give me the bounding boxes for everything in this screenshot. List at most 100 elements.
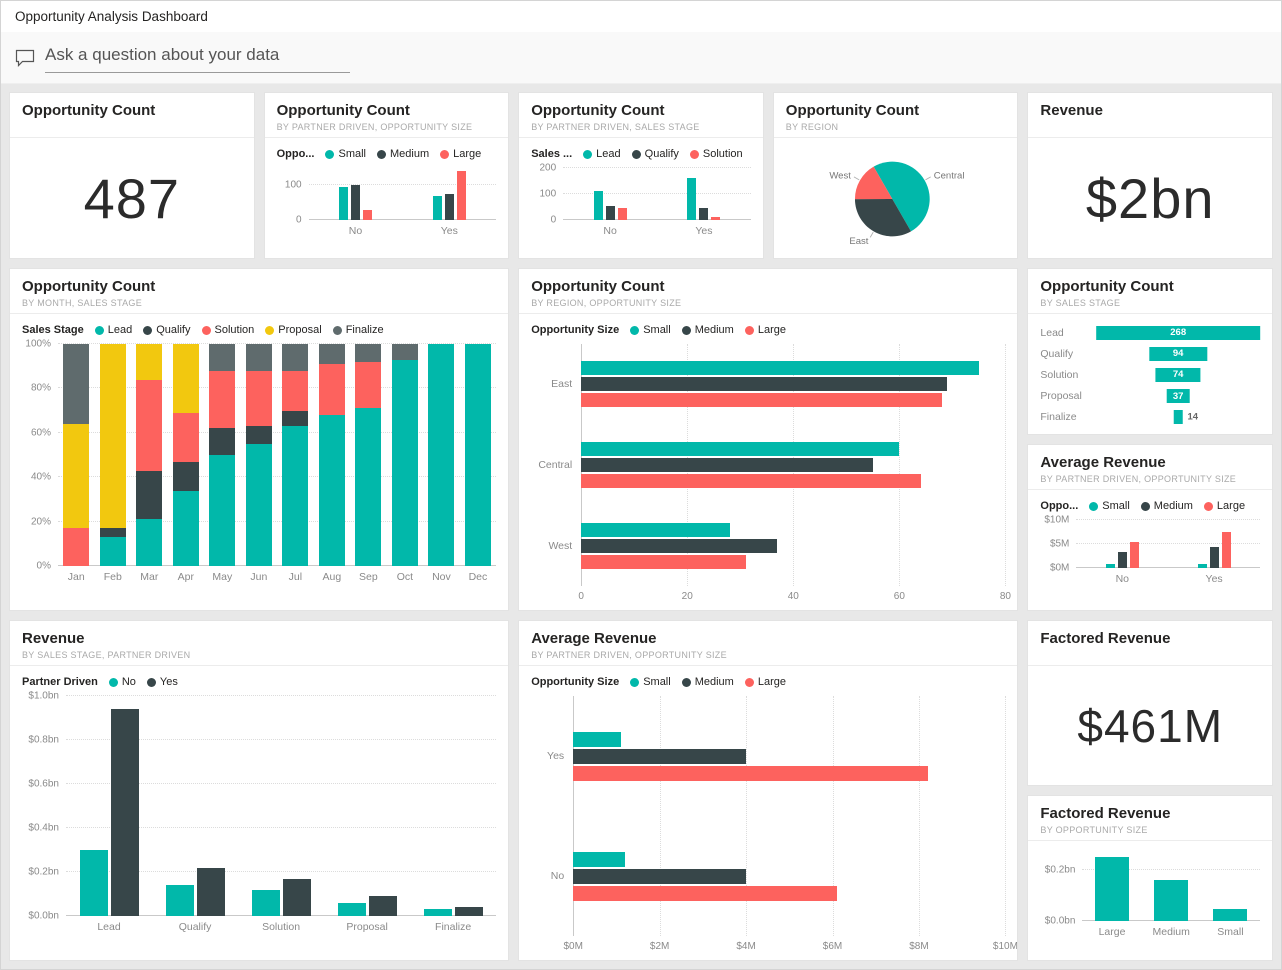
- bar[interactable]: [282, 878, 311, 916]
- bar[interactable]: 268: [1096, 325, 1260, 340]
- stacked-column[interactable]: [99, 344, 126, 566]
- legend-item[interactable]: Qualify: [143, 324, 191, 336]
- bar-segment[interactable]: [245, 426, 272, 444]
- legend-item[interactable]: Lead: [583, 148, 621, 160]
- bar[interactable]: [1129, 542, 1139, 568]
- bar[interactable]: [711, 216, 721, 220]
- tile-factored-revenue-card[interactable]: Factored Revenue $461M: [1027, 620, 1273, 786]
- bar[interactable]: [350, 185, 360, 220]
- stacked-column[interactable]: [464, 344, 491, 566]
- bar[interactable]: 37: [1166, 389, 1190, 404]
- tile-count-by-partner-size[interactable]: Opportunity Count BY PARTNER DRIVEN, OPP…: [263, 92, 510, 259]
- bar[interactable]: [432, 195, 442, 220]
- bar-segment[interactable]: [282, 370, 309, 411]
- legend-item[interactable]: Small: [1089, 500, 1130, 512]
- bar-segment[interactable]: [355, 361, 382, 409]
- bar-segment[interactable]: [136, 519, 163, 566]
- bar[interactable]: [617, 208, 627, 220]
- legend-item[interactable]: Finalize: [332, 324, 384, 336]
- legend-item[interactable]: Lead: [94, 324, 132, 336]
- bar[interactable]: [368, 896, 397, 916]
- legend-item[interactable]: Small: [325, 148, 366, 160]
- legend-item[interactable]: Yes: [146, 676, 178, 688]
- bar[interactable]: [581, 441, 900, 456]
- bar-chart-body[interactable]: Opportunity Size Small Medium Large East Cent…: [519, 314, 1017, 610]
- tile-count-by-sales-stage-funnel[interactable]: Opportunity Count BY SALES STAGE Lead 268…: [1027, 268, 1273, 435]
- bar[interactable]: [1173, 410, 1183, 425]
- bar[interactable]: [1094, 856, 1129, 921]
- legend-item[interactable]: Large: [744, 324, 786, 336]
- bar-segment[interactable]: [245, 344, 272, 371]
- bar[interactable]: [573, 765, 928, 781]
- bar-segment[interactable]: [355, 344, 382, 362]
- bar[interactable]: [605, 205, 615, 220]
- bar-segment[interactable]: [245, 443, 272, 566]
- bar[interactable]: [593, 191, 603, 220]
- legend-item[interactable]: Qualify: [631, 148, 679, 160]
- stacked-column-chart-body[interactable]: Sales Stage Lead Qualify Solution Proposal Fi…: [10, 314, 508, 610]
- legend-item[interactable]: Large: [744, 676, 786, 688]
- bar[interactable]: [573, 748, 747, 764]
- stacked-column[interactable]: [245, 344, 272, 566]
- bar[interactable]: [573, 851, 626, 867]
- legend-item[interactable]: Large: [440, 148, 481, 160]
- stacked-column[interactable]: [282, 344, 309, 566]
- bar[interactable]: [1197, 563, 1207, 568]
- bar-segment[interactable]: [428, 344, 455, 566]
- stacked-column[interactable]: [428, 344, 455, 566]
- legend-item[interactable]: Solution: [201, 324, 254, 336]
- bar-segment[interactable]: [63, 528, 90, 566]
- bar[interactable]: [338, 187, 348, 220]
- pie-slice-east[interactable]: [854, 199, 911, 237]
- bar-segment[interactable]: [99, 344, 126, 529]
- bar[interactable]: [362, 209, 372, 220]
- bar-segment[interactable]: [355, 408, 382, 566]
- bar-segment[interactable]: [209, 344, 236, 371]
- bar-segment[interactable]: [99, 537, 126, 566]
- column-chart-body[interactable]: Oppo... Small Medium Large 0 100 No Yes: [265, 138, 509, 258]
- bar[interactable]: [1105, 563, 1115, 568]
- bar[interactable]: 74: [1155, 367, 1201, 382]
- bar[interactable]: [581, 361, 979, 376]
- column-chart-body[interactable]: Partner Driven No Yes $0.0bn $0.2bn $0.4bn $0.…: [10, 666, 508, 960]
- tile-average-revenue-large[interactable]: Average Revenue BY PARTNER DRIVEN, OPPOR…: [518, 620, 1019, 961]
- column-chart-body[interactable]: Sales ... Lead Qualify Solution 0 100 200 No Yes: [519, 138, 763, 258]
- bar-segment[interactable]: [99, 528, 126, 538]
- bar[interactable]: [456, 171, 466, 220]
- bar[interactable]: [1221, 531, 1231, 568]
- bar-segment[interactable]: [464, 344, 491, 566]
- bar-segment[interactable]: [209, 370, 236, 429]
- bar[interactable]: [581, 554, 746, 569]
- bar-segment[interactable]: [318, 344, 345, 364]
- bar-segment[interactable]: [172, 490, 199, 566]
- bar-segment[interactable]: [391, 344, 418, 360]
- legend-item[interactable]: Medium: [1140, 500, 1193, 512]
- bar-segment[interactable]: [136, 470, 163, 520]
- tile-factored-revenue-by-size[interactable]: Factored Revenue BY OPPORTUNITY SIZE $0.…: [1027, 795, 1273, 961]
- bar[interactable]: [581, 522, 730, 537]
- bar[interactable]: [1154, 879, 1189, 921]
- legend-item[interactable]: Solution: [689, 148, 743, 160]
- pie-slice-central[interactable]: [873, 161, 930, 232]
- tile-revenue-card[interactable]: Revenue $2bn: [1027, 92, 1273, 259]
- legend-item[interactable]: Small: [630, 324, 671, 336]
- legend-item[interactable]: Medium: [681, 324, 734, 336]
- bar-segment[interactable]: [245, 370, 272, 427]
- bar[interactable]: [699, 208, 709, 220]
- qa-input[interactable]: [45, 42, 350, 73]
- bar[interactable]: [581, 473, 921, 488]
- bar-chart-body[interactable]: Opportunity Size Small Medium Large Yes No $0M…: [519, 666, 1017, 960]
- bar[interactable]: [1117, 551, 1127, 568]
- bar[interactable]: 94: [1149, 346, 1207, 361]
- bar[interactable]: [581, 457, 873, 472]
- stacked-column[interactable]: [391, 344, 418, 566]
- bar[interactable]: [444, 194, 454, 220]
- stacked-column[interactable]: [209, 344, 236, 566]
- bar[interactable]: [573, 885, 837, 901]
- legend-item[interactable]: Medium: [681, 676, 734, 688]
- bar-segment[interactable]: [63, 344, 90, 424]
- bar[interactable]: [581, 393, 942, 408]
- column-chart-body[interactable]: $0.0bn $0.2bn Large Medium Small: [1028, 841, 1272, 960]
- bar-segment[interactable]: [209, 455, 236, 566]
- funnel-chart-body[interactable]: Lead 268 Qualify 94 Solution 74 Proposal 37 Fina…: [1028, 314, 1272, 434]
